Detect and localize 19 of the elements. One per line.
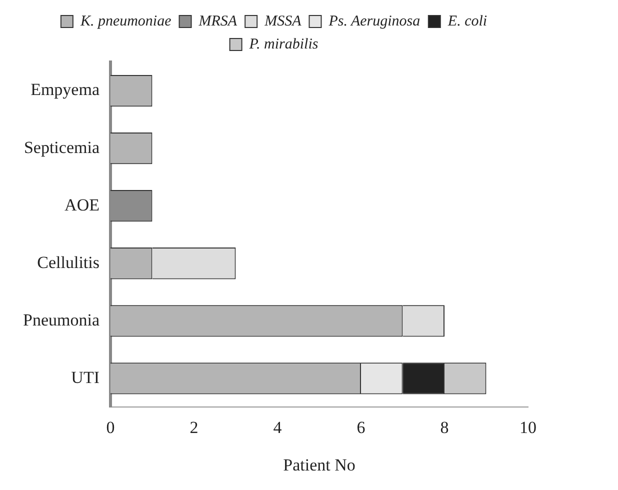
x-tick-label: 0	[106, 418, 115, 437]
x-tick-label: 2	[190, 418, 198, 437]
x-tick-label: 6	[356, 418, 366, 437]
x-tick-label: 10	[520, 418, 536, 437]
legend-label: Ps. Aeruginosa	[328, 13, 420, 30]
legend-label: MRSA	[198, 13, 238, 30]
legend-label: K. pneumoniae	[79, 13, 172, 30]
x-tick-label: 4	[273, 418, 282, 437]
y-tick-label: AOE	[64, 195, 100, 214]
y-tick-label: Empyema	[30, 80, 100, 100]
y-tick-label: UTI	[71, 368, 100, 387]
x-tick-label: 8	[440, 418, 449, 437]
y-tick-label: Pneumonia	[22, 310, 100, 330]
x-axis-title: Patient No	[283, 455, 356, 474]
y-tick-label: Cellulitis	[37, 252, 100, 272]
y-tick-label: Septicemia	[24, 138, 100, 157]
legend-label: MSSA	[264, 13, 302, 30]
legend-label: P. mirabilis	[248, 36, 318, 52]
legend-label: E. coli	[446, 13, 488, 30]
